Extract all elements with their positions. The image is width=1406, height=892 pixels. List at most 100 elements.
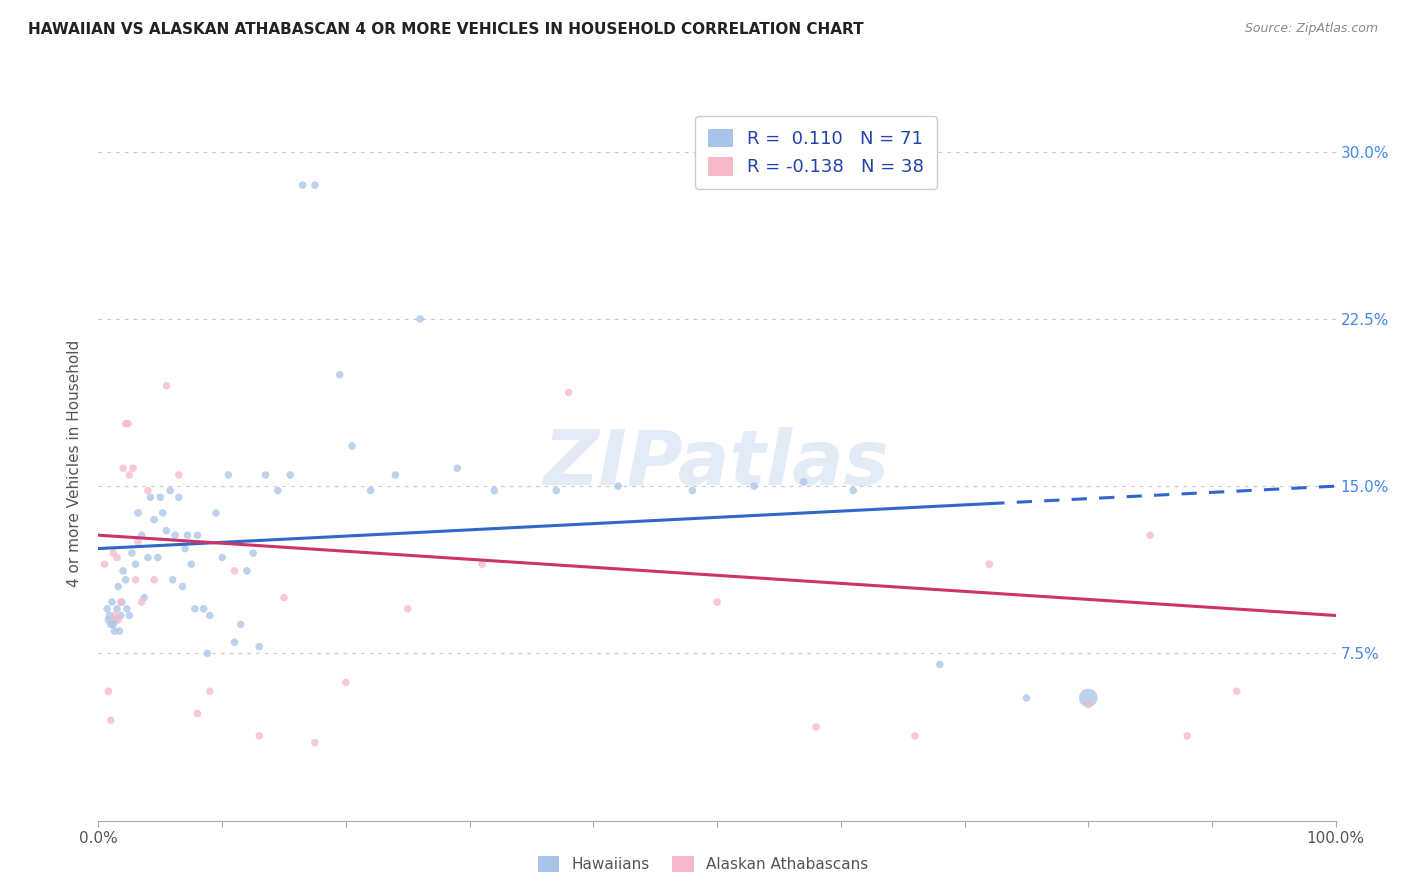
Point — [108, 624, 131, 639]
Point — [198, 684, 221, 698]
Point — [186, 706, 208, 721]
Point — [267, 483, 290, 498]
Point — [124, 573, 146, 587]
Point — [180, 557, 202, 572]
Point — [136, 483, 159, 498]
Point — [172, 580, 194, 594]
Point — [110, 595, 132, 609]
Point — [184, 602, 207, 616]
Point — [93, 557, 115, 572]
Point — [186, 528, 208, 542]
Point — [979, 557, 1001, 572]
Point — [1015, 690, 1038, 705]
Point — [304, 735, 326, 749]
Point — [105, 602, 128, 616]
Point — [242, 546, 264, 560]
Point — [121, 546, 143, 560]
Point — [409, 312, 432, 326]
Point — [224, 635, 246, 649]
Point — [134, 591, 156, 605]
Legend: Hawaiians, Alaskan Athabascans: Hawaiians, Alaskan Athabascans — [530, 848, 876, 880]
Point — [143, 573, 166, 587]
Point — [224, 564, 246, 578]
Point — [114, 417, 136, 431]
Point — [1077, 698, 1099, 712]
Point — [98, 608, 121, 623]
Point — [193, 602, 215, 616]
Point — [136, 550, 159, 565]
Point — [118, 467, 141, 482]
Point — [110, 608, 132, 623]
Point — [396, 602, 419, 616]
Point — [152, 506, 174, 520]
Point — [1077, 690, 1099, 705]
Point — [124, 557, 146, 572]
Point — [155, 378, 177, 392]
Point — [118, 608, 141, 623]
Point — [236, 564, 259, 578]
Point — [198, 608, 221, 623]
Point — [100, 714, 122, 728]
Point — [254, 467, 277, 482]
Point — [103, 624, 125, 639]
Point — [205, 506, 228, 520]
Point — [105, 550, 128, 565]
Point — [162, 573, 184, 587]
Point — [557, 385, 579, 400]
Point — [706, 595, 728, 609]
Point — [115, 602, 138, 616]
Y-axis label: 4 or more Vehicles in Household: 4 or more Vehicles in Household — [67, 340, 83, 588]
Point — [112, 564, 135, 578]
Point — [329, 368, 352, 382]
Point — [607, 479, 630, 493]
Point — [165, 528, 187, 542]
Point — [904, 729, 927, 743]
Point — [103, 617, 125, 632]
Point — [360, 483, 382, 498]
Point — [103, 546, 125, 560]
Point — [384, 467, 406, 482]
Point — [793, 475, 815, 489]
Point — [107, 580, 129, 594]
Legend: R =  0.110   N = 71, R = -0.138   N = 38: R = 0.110 N = 71, R = -0.138 N = 38 — [695, 116, 936, 189]
Text: HAWAIIAN VS ALASKAN ATHABASCAN 4 OR MORE VEHICLES IN HOUSEHOLD CORRELATION CHART: HAWAIIAN VS ALASKAN ATHABASCAN 4 OR MORE… — [28, 22, 863, 37]
Point — [139, 491, 162, 505]
Point — [131, 528, 153, 542]
Point — [484, 483, 506, 498]
Point — [107, 613, 129, 627]
Text: ZIPatlas: ZIPatlas — [544, 427, 890, 500]
Point — [167, 467, 190, 482]
Point — [273, 591, 295, 605]
Point — [149, 491, 172, 505]
Point — [114, 573, 136, 587]
Point — [1175, 729, 1198, 743]
Point — [304, 178, 326, 193]
Point — [176, 528, 198, 542]
Point — [167, 491, 190, 505]
Point — [340, 439, 363, 453]
Point — [291, 178, 314, 193]
Point — [471, 557, 494, 572]
Point — [1139, 528, 1161, 542]
Point — [804, 720, 827, 734]
Point — [127, 534, 149, 549]
Point — [742, 479, 765, 493]
Point — [211, 550, 233, 565]
Point — [842, 483, 865, 498]
Point — [97, 613, 120, 627]
Text: Source: ZipAtlas.com: Source: ZipAtlas.com — [1244, 22, 1378, 36]
Point — [143, 512, 166, 526]
Point — [155, 524, 177, 538]
Point — [247, 640, 270, 654]
Point — [229, 617, 252, 632]
Point — [928, 657, 950, 672]
Point — [112, 461, 135, 475]
Point — [174, 541, 197, 556]
Point — [111, 595, 134, 609]
Point — [97, 684, 120, 698]
Point — [195, 646, 218, 660]
Point — [101, 595, 124, 609]
Point — [247, 729, 270, 743]
Point — [159, 483, 181, 498]
Point — [100, 617, 122, 632]
